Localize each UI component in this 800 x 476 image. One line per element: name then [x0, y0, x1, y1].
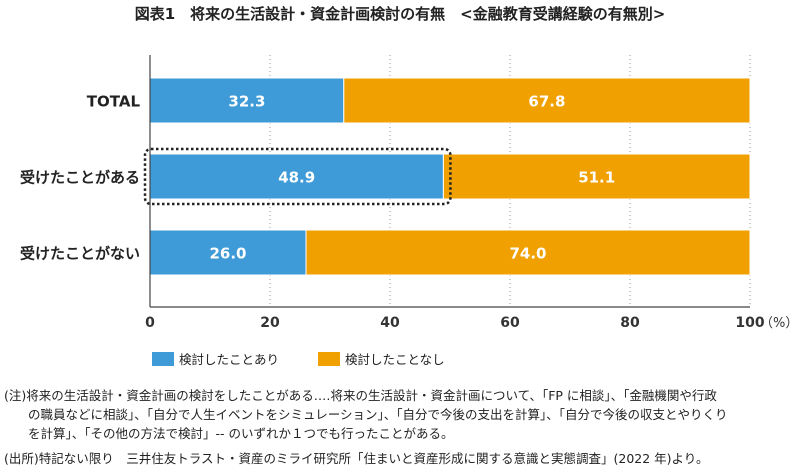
category-label: 受けたことがない	[20, 245, 140, 263]
data-label: 48.9	[278, 169, 315, 187]
x-tick-label: 80	[620, 315, 640, 331]
legend-label: 検討したことなし	[345, 352, 445, 367]
bar-chart: 0 20 40 60 80 100（%） TOTAL 32.3 67.8 受けたことがある 48.9…	[20, 55, 798, 367]
bar-segment	[442, 153, 751, 200]
data-label: 74.0	[509, 245, 546, 263]
chart-title: 図表1 将来の生活設計・資金計画検討の有無 <金融教育受講経験の有無別>	[134, 5, 666, 23]
legend-swatch	[152, 352, 174, 366]
source-note: (出所)特記ない限り 三井住友トラスト・資産のミライ研究所「住まいと資産形成に関…	[4, 451, 709, 466]
bar-segment	[305, 229, 751, 276]
legend-label: 検討したことあり	[179, 352, 279, 367]
x-tick-label: 40	[380, 315, 400, 331]
bar-segment	[343, 77, 751, 124]
highlight-box	[143, 147, 452, 206]
x-tick-label: 20	[260, 315, 280, 331]
data-label: 26.0	[209, 245, 246, 263]
data-label: 51.1	[578, 169, 615, 187]
x-tick-label: 0	[145, 315, 155, 331]
x-tick-label: 60	[500, 315, 520, 331]
bar-segment	[149, 77, 345, 124]
data-label: 67.8	[528, 93, 565, 111]
data-label: 32.3	[228, 93, 265, 111]
x-unit-label: （%）	[760, 316, 798, 331]
legend-swatch	[318, 352, 340, 366]
note-line-2: の職員などに相談」、「自分で人生イベントをシミュレーション」、「自分で今後の支出…	[28, 407, 728, 422]
category-label: 受けたことがある	[20, 169, 140, 187]
note-line-3: を計算」、「その他の方法で検討」-- のいずれか１つでも行ったことがある。	[28, 426, 454, 441]
note-line-1: (注)将来の生活設計・資金計画の検討をしたことがある‥‥将来の生活設計・資金計画…	[4, 388, 717, 403]
category-label: TOTAL	[87, 93, 141, 111]
x-tick-label: 100	[735, 315, 764, 331]
bar-segment	[149, 153, 444, 200]
